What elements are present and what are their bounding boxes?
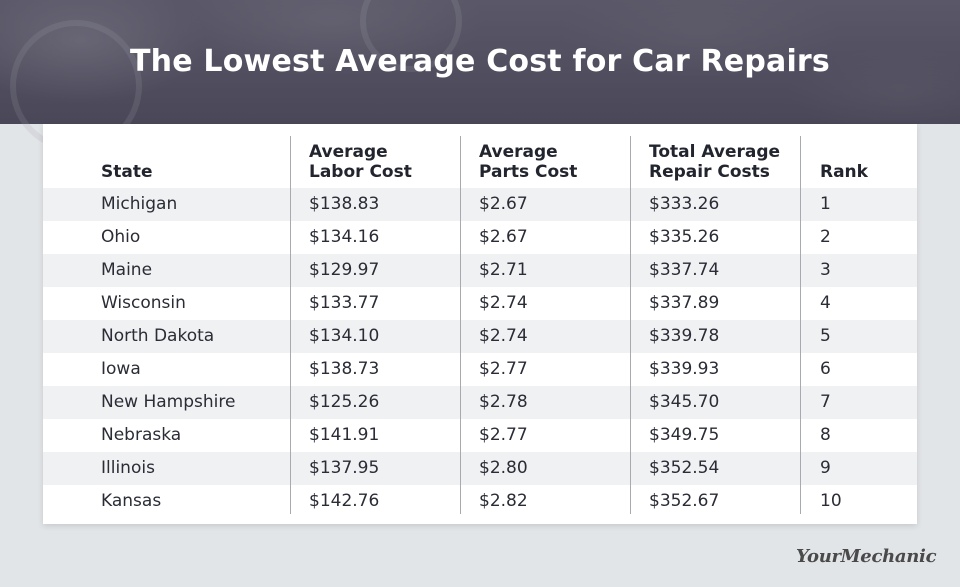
table-cell: 10 bbox=[820, 491, 842, 511]
table-cell: $134.10 bbox=[309, 326, 380, 346]
table-row: New Hampshire $125.26 $2.78 $345.70 7 bbox=[43, 386, 917, 419]
column-divider bbox=[630, 136, 631, 514]
table-cell: Ohio bbox=[101, 227, 141, 247]
table-cell: $2.67 bbox=[479, 194, 528, 214]
table-row: North Dakota $134.10 $2.74 $339.78 5 bbox=[43, 320, 917, 353]
column-header: Average Labor Cost bbox=[309, 132, 412, 182]
table-cell: 7 bbox=[820, 392, 831, 412]
table-cell: $2.77 bbox=[479, 359, 528, 379]
table-cell: $2.71 bbox=[479, 260, 528, 280]
table-cell: $129.97 bbox=[309, 260, 380, 280]
table-cell: $133.77 bbox=[309, 293, 380, 313]
column-header-line: Average bbox=[479, 142, 558, 162]
column-header: Rank bbox=[820, 132, 868, 182]
column-header-line: State bbox=[101, 162, 153, 182]
table-cell: Michigan bbox=[101, 194, 178, 214]
column-header: Total Average Repair Costs bbox=[649, 132, 780, 182]
table-cell: $349.75 bbox=[649, 425, 720, 445]
table-cell: Illinois bbox=[101, 458, 155, 478]
table-cell: 4 bbox=[820, 293, 831, 313]
table-cell: Wisconsin bbox=[101, 293, 186, 313]
table-cell: $2.77 bbox=[479, 425, 528, 445]
table-cell: $137.95 bbox=[309, 458, 380, 478]
table-cell: $2.80 bbox=[479, 458, 528, 478]
table-cell: $339.93 bbox=[649, 359, 720, 379]
table-cell: $339.78 bbox=[649, 326, 720, 346]
table-cell: $138.73 bbox=[309, 359, 380, 379]
column-header-line: Labor Cost bbox=[309, 162, 412, 182]
column-divider bbox=[800, 136, 801, 514]
table-cell: $333.26 bbox=[649, 194, 720, 214]
table-row: Wisconsin $133.77 $2.74 $337.89 4 bbox=[43, 287, 917, 320]
table-cell: $138.83 bbox=[309, 194, 380, 214]
table-cell: 2 bbox=[820, 227, 831, 247]
column-header-line: Rank bbox=[820, 162, 868, 182]
column-header-line: Total Average bbox=[649, 142, 781, 162]
table-cell: $134.16 bbox=[309, 227, 380, 247]
table-row: Illinois $137.95 $2.80 $352.54 9 bbox=[43, 452, 917, 485]
table-cell: $142.76 bbox=[309, 491, 380, 511]
page-title: The Lowest Average Cost for Car Repairs bbox=[130, 44, 830, 79]
column-header-line: Average bbox=[309, 142, 388, 162]
brand-logo: YourMechanic bbox=[796, 546, 937, 567]
table-cell: $2.67 bbox=[479, 227, 528, 247]
table-cell: $2.74 bbox=[479, 326, 528, 346]
table-cell: $2.78 bbox=[479, 392, 528, 412]
table-row: Michigan $138.83 $2.67 $333.26 1 bbox=[43, 188, 917, 221]
table-cell: $337.89 bbox=[649, 293, 720, 313]
column-header-line: Parts Cost bbox=[479, 162, 578, 182]
table-cell: $141.91 bbox=[309, 425, 380, 445]
table-cell: New Hampshire bbox=[101, 392, 236, 412]
column-divider bbox=[460, 136, 461, 514]
column-divider bbox=[290, 136, 291, 514]
header-banner bbox=[0, 0, 960, 152]
table-row: Nebraska $141.91 $2.77 $349.75 8 bbox=[43, 419, 917, 452]
column-header: Average Parts Cost bbox=[479, 132, 577, 182]
table-row: Kansas $142.76 $2.82 $352.67 10 bbox=[43, 485, 917, 518]
table-cell: $352.67 bbox=[649, 491, 720, 511]
table-row: Ohio $134.16 $2.67 $335.26 2 bbox=[43, 221, 917, 254]
table-cell: Nebraska bbox=[101, 425, 182, 445]
table-cell: Maine bbox=[101, 260, 153, 280]
table-cell: 9 bbox=[820, 458, 831, 478]
table-cell: Kansas bbox=[101, 491, 162, 511]
table-row: Maine $129.97 $2.71 $337.74 3 bbox=[43, 254, 917, 287]
data-table: Michigan $138.83 $2.67 $333.26 1 Ohio $134.16 $… bbox=[43, 124, 917, 524]
column-header: State bbox=[101, 132, 153, 182]
table-cell: $352.54 bbox=[649, 458, 720, 478]
table-cell: $125.26 bbox=[309, 392, 380, 412]
table-cell: $2.82 bbox=[479, 491, 528, 511]
column-header-line: Repair Costs bbox=[649, 162, 770, 182]
table-cell: $335.26 bbox=[649, 227, 720, 247]
table-cell: 3 bbox=[820, 260, 831, 280]
table-cell: Iowa bbox=[101, 359, 141, 379]
table-cell: North Dakota bbox=[101, 326, 215, 346]
table-cell: $345.70 bbox=[649, 392, 720, 412]
table-cell: 5 bbox=[820, 326, 831, 346]
table-row: Iowa $138.73 $2.77 $339.93 6 bbox=[43, 353, 917, 386]
table-cell: 6 bbox=[820, 359, 831, 379]
table-cell: 1 bbox=[820, 194, 831, 214]
table-cell: $337.74 bbox=[649, 260, 720, 280]
table-cell: 8 bbox=[820, 425, 831, 445]
table-cell: $2.74 bbox=[479, 293, 528, 313]
